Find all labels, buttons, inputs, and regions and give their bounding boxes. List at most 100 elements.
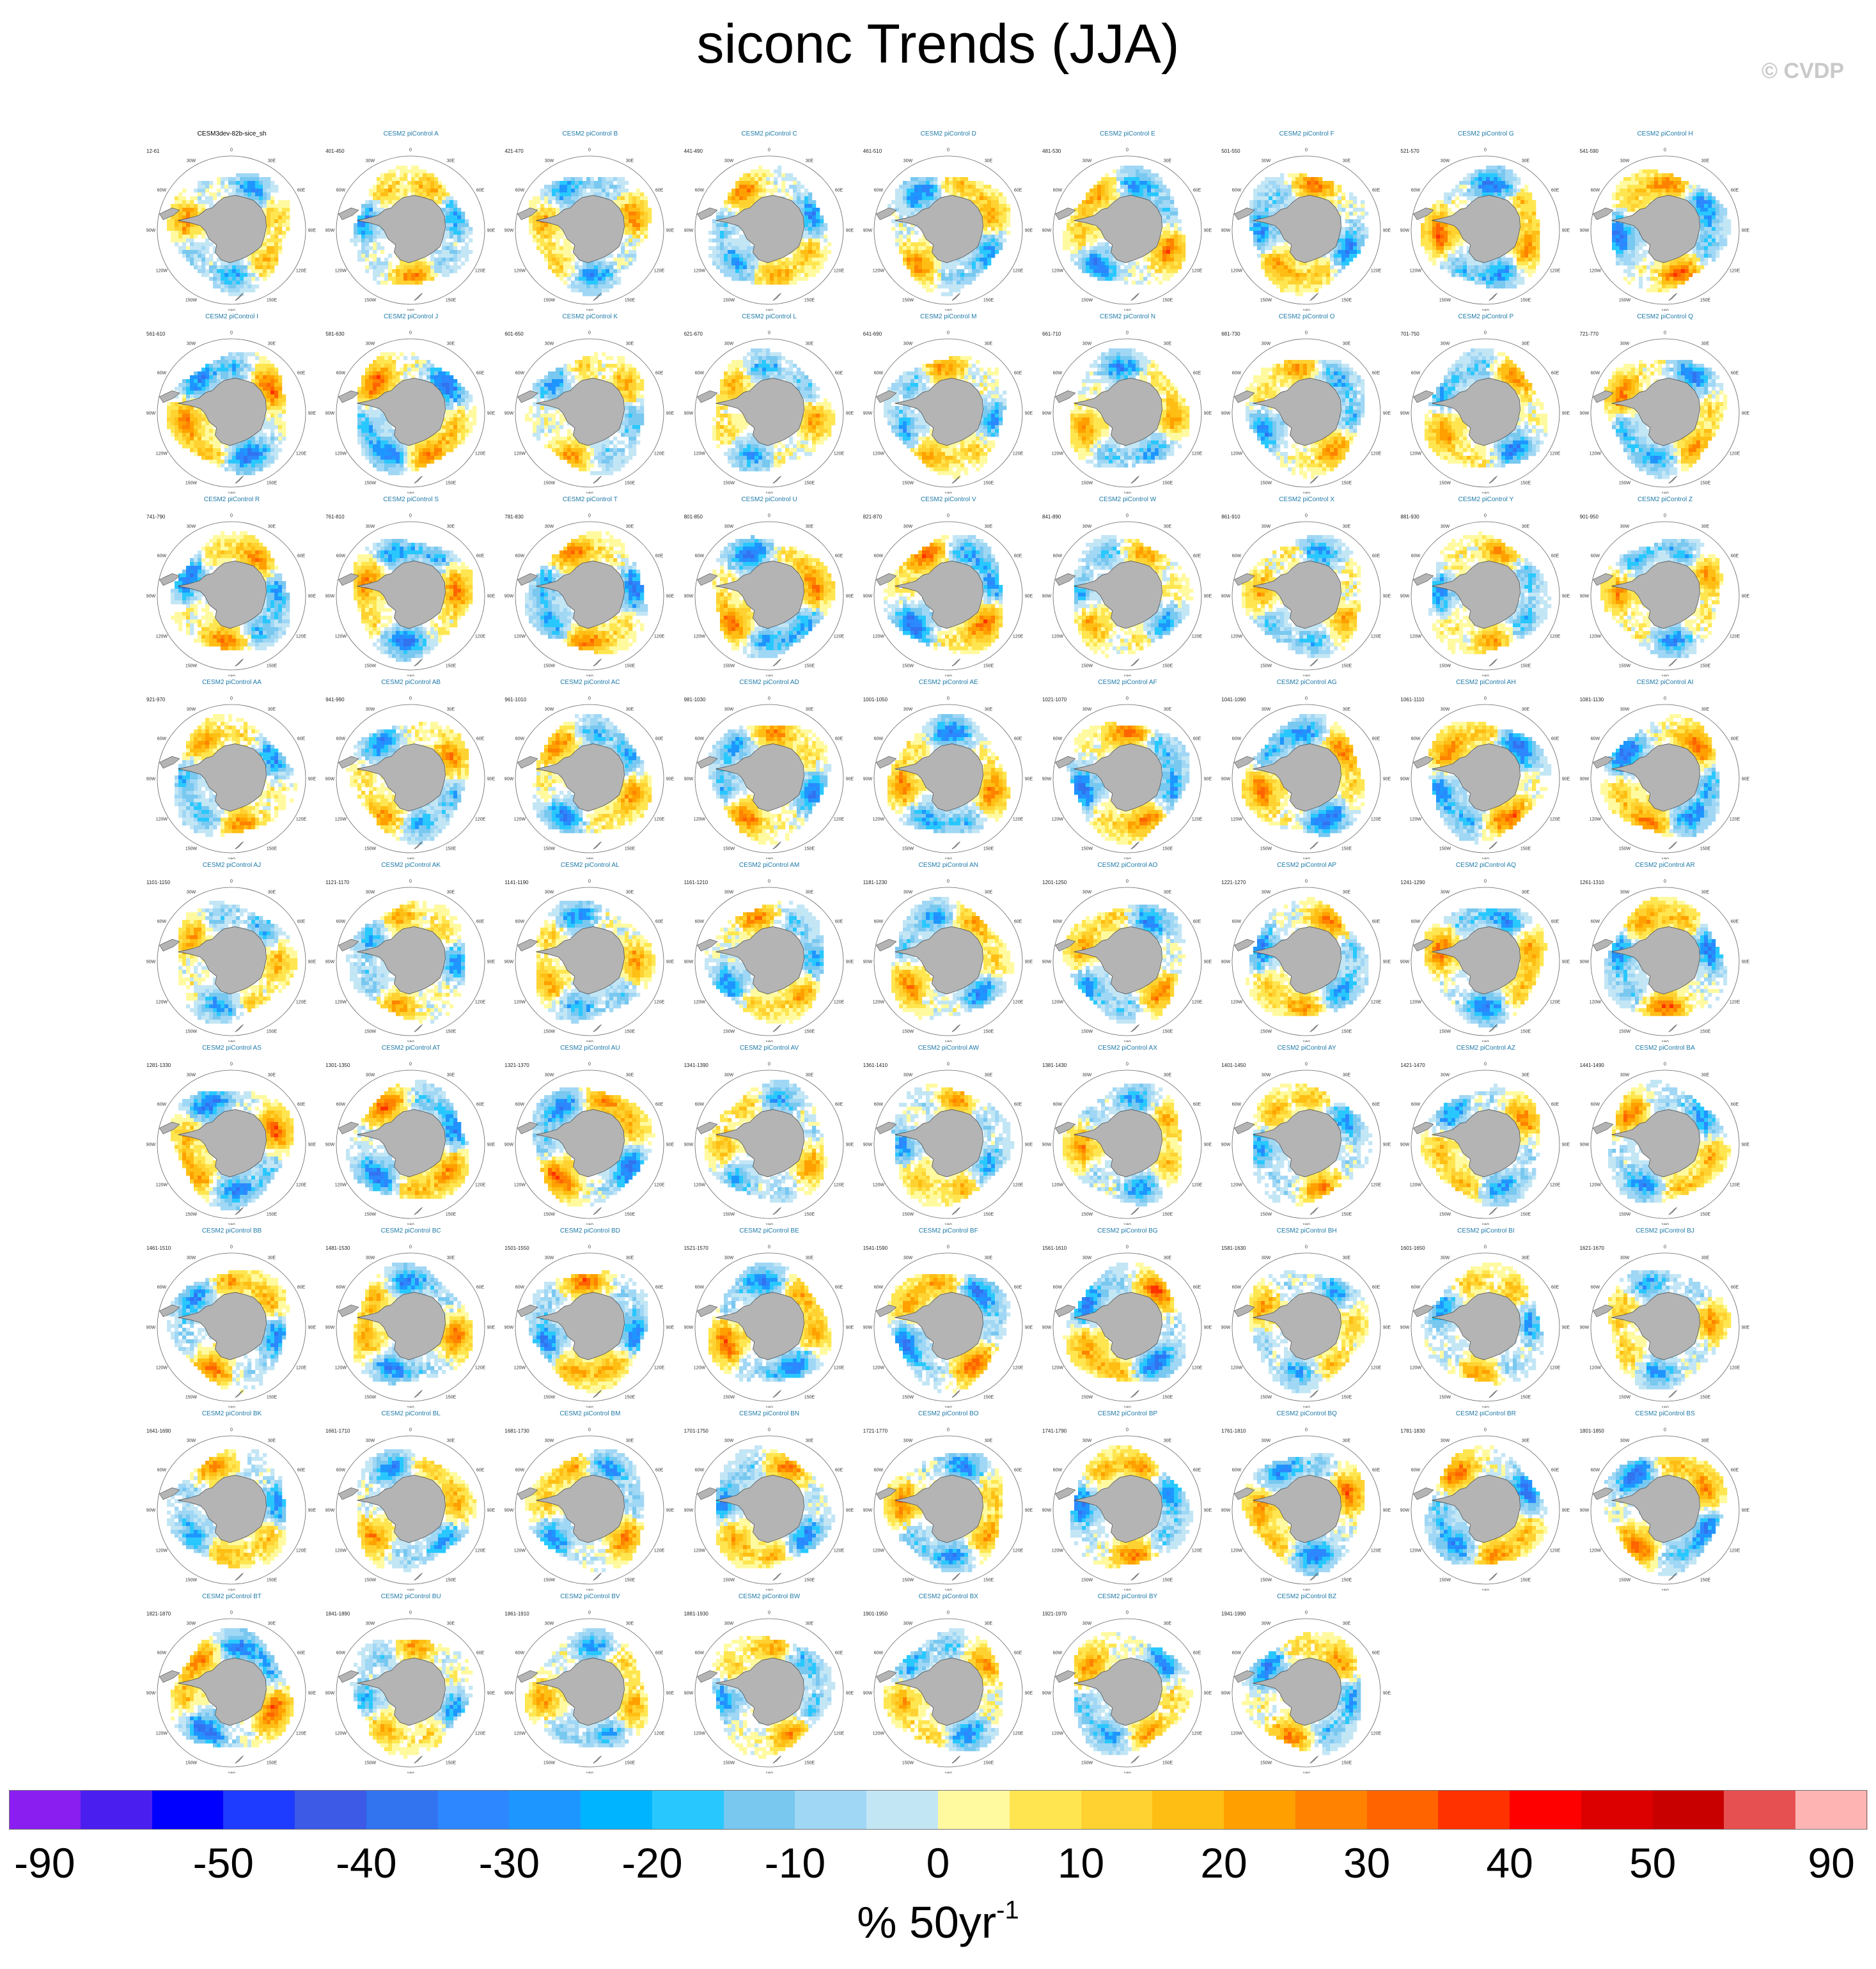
longitude-label: 30W [187, 524, 196, 529]
longitude-label: 120W [514, 452, 526, 456]
south-america-landmass [517, 938, 538, 952]
antarctica-landmass [178, 378, 267, 446]
panel-period: 801-850 [684, 514, 703, 520]
south-america-landmass [875, 756, 897, 769]
map-boundary [1052, 155, 1202, 305]
longitude-label: 90E [1204, 229, 1212, 233]
map-panel: CESM2 piControl BE 1521-1570 0 30E 60E 90E 120… [682, 1227, 857, 1408]
longitude-label: 180 [586, 1772, 594, 1774]
longitude-label: 30E [447, 890, 455, 894]
new-zealand-landmass [1668, 1390, 1677, 1398]
new-zealand-landmass [593, 841, 602, 850]
longitude-label: 90E [1383, 777, 1391, 782]
panel-title: CESM2 piControl AN [861, 862, 1036, 869]
longitude-label: 60W [1053, 737, 1063, 742]
polar-map: 030E60E90E120E150E180150W120W90W60W30W [684, 331, 854, 494]
longitude-label: 120W [1231, 635, 1243, 639]
longitude-label: 150W [1260, 299, 1272, 303]
longitude-label: 60E [297, 1468, 306, 1473]
longitude-label: 90W [1579, 412, 1589, 416]
longitude-label: 0 [947, 1611, 950, 1615]
longitude-label: 60W [694, 1651, 704, 1656]
panel-title: CESM2 piControl BA [1577, 1045, 1753, 1052]
trend-field [1063, 166, 1186, 285]
longitude-label: 90W [1221, 412, 1231, 416]
polar-map: 030E60E90E120E150E180150W120W90W60W30W [325, 1245, 496, 1408]
longitude-label: 180 [944, 309, 952, 311]
longitude-label: 90E [308, 1326, 317, 1330]
longitude-label: 180 [944, 1224, 952, 1226]
colorbar-units-text: % 50yr [857, 1897, 996, 1947]
longitude-label: 150W [902, 1761, 914, 1766]
longitude-label: 150E [804, 1396, 815, 1400]
antarctica-landmass [1611, 743, 1700, 812]
longitude-label: 90W [1400, 960, 1410, 965]
antarctica-landmass [1074, 1292, 1162, 1360]
colorbar-cell [1224, 1790, 1296, 1830]
longitude-label: 120W [1410, 818, 1422, 822]
longitude-label: 60E [1193, 920, 1201, 924]
polar-map: 030E60E90E120E150E180150W120W90W60W30W [1221, 1611, 1391, 1774]
polar-map: 030E60E90E120E150E180150W120W90W60W30W [325, 1062, 496, 1226]
polar-map: 030E60E90E120E150E180150W120W90W60W30W [1221, 331, 1391, 494]
longitude-label: 90W [504, 1326, 514, 1330]
longitude-label: 120E [1192, 269, 1203, 274]
longitude-label: 90E [1025, 1692, 1033, 1696]
antarctica-landmass [715, 378, 804, 446]
panel-title: CESM2 piControl AQ [1398, 862, 1574, 869]
longitude-label: 150E [804, 1578, 815, 1583]
longitude-label: 30E [1522, 707, 1530, 712]
longitude-label: 60W [336, 1468, 346, 1473]
south-america-landmass [1413, 1304, 1434, 1318]
longitude-label: 150W [1439, 664, 1451, 669]
map-panel: CESM2 piControl AY 1401-1450 0 30E 60E 90E 120… [1219, 1045, 1395, 1225]
longitude-label: 90W [325, 1143, 335, 1148]
longitude-label: 30W [903, 1621, 913, 1626]
longitude-label: 150E [1700, 1396, 1710, 1400]
longitude-label: 120E [475, 269, 486, 274]
longitude-label: 150W [543, 1578, 556, 1583]
longitude-label: 120W [1589, 1366, 1601, 1371]
longitude-label: 120W [693, 1549, 705, 1553]
longitude-label: 60W [336, 1286, 346, 1290]
longitude-label: 30W [724, 890, 733, 894]
longitude-label: 90W [863, 1509, 873, 1513]
longitude-label: 90E [1383, 229, 1391, 233]
longitude-label: 60E [655, 1468, 664, 1473]
longitude-label: 150E [625, 847, 636, 852]
longitude-label: 120W [1410, 635, 1422, 639]
longitude-label: 150W [1260, 664, 1272, 669]
south-america-landmass [517, 1487, 538, 1500]
new-zealand-landmass [1130, 1390, 1139, 1398]
trend-field [1253, 1084, 1373, 1207]
map-boundary [336, 1618, 485, 1768]
map-panel: CESM2 piControl BV 1861-1910 0 30E 60E 90E 120… [502, 1593, 678, 1773]
longitude-label: 0 [768, 697, 770, 701]
panel-title: CESM2 piControl N [1040, 313, 1215, 320]
page-title: siconc Trends (JJA) [0, 13, 1876, 76]
longitude-label: 90W [863, 412, 873, 416]
longitude-label: 90W [863, 1143, 873, 1148]
panel-title: CESM2 piControl B [502, 130, 678, 137]
longitude-label: 120E [1013, 1366, 1024, 1371]
longitude-label: 30W [366, 1621, 375, 1626]
trend-field [712, 348, 835, 472]
longitude-label: 150W [1439, 299, 1451, 303]
colorbar-cell [295, 1790, 367, 1830]
longitude-label: 90E [1383, 1509, 1391, 1513]
map-boundary [873, 338, 1023, 488]
panel-period: 1441-1490 [1580, 1062, 1604, 1068]
longitude-label: 120W [1052, 1732, 1064, 1736]
polar-map: 030E60E90E120E150E180150W120W90W60W30W [1400, 331, 1570, 494]
longitude-label: 150E [625, 1761, 636, 1766]
panel-title: CESM2 piControl S [323, 496, 499, 503]
longitude-label: 30E [1164, 159, 1172, 163]
longitude-label: 60E [476, 737, 485, 742]
longitude-label: 180 [407, 492, 414, 494]
longitude-label: 60W [1411, 371, 1421, 376]
longitude-label: 30E [447, 1073, 455, 1077]
longitude-label: 90W [1221, 960, 1231, 965]
polar-map: 030E60E90E120E150E180150W120W90W60W30W [1221, 697, 1391, 860]
longitude-label: 90W [504, 777, 514, 782]
antarctica-landmass [1253, 743, 1342, 812]
